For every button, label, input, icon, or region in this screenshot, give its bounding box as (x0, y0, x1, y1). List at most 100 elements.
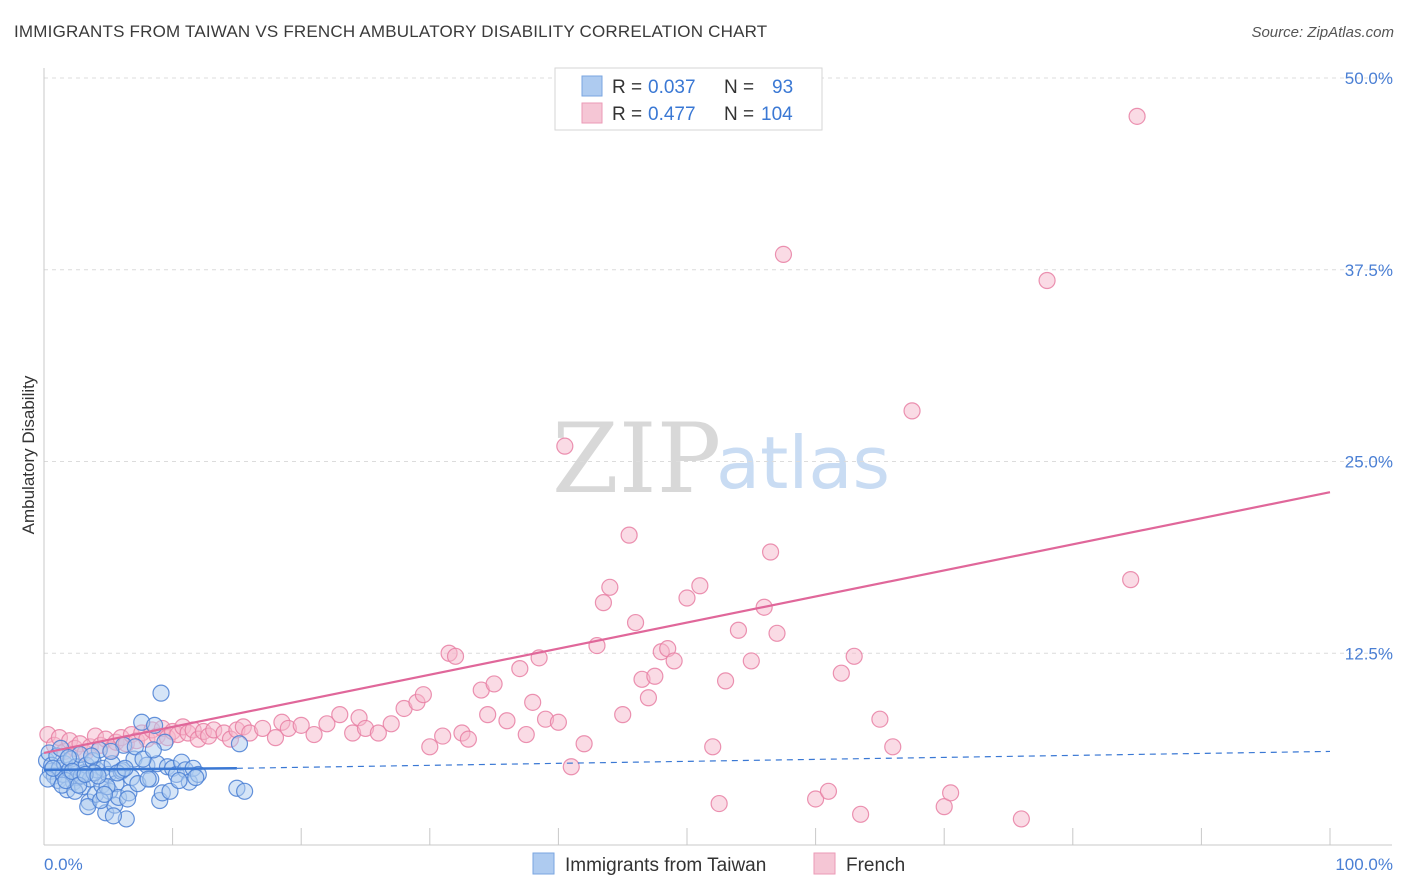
point-french-45 (331, 706, 349, 724)
trend-taiwan-solid (43, 767, 237, 772)
point-taiwan-61 (236, 782, 254, 800)
chart-title: IMMIGRANTS FROM TAIWAN VS FRENCH AMBULAT… (14, 22, 768, 41)
point-taiwan-60 (230, 735, 249, 753)
point-french-100 (852, 805, 870, 823)
point-french-89 (716, 672, 735, 690)
point-french-44 (318, 715, 336, 733)
point-taiwan-87 (82, 747, 101, 765)
trend-lines (43, 491, 1331, 772)
point-french-54 (421, 738, 439, 756)
y-tick-label-0: 12.5% (1345, 644, 1393, 663)
point-french-50 (382, 715, 400, 733)
point-french-93 (761, 543, 780, 561)
point-french-88 (710, 794, 728, 813)
point-taiwan-75 (126, 738, 144, 756)
chart-source: Source: ZipAtlas.com (1251, 24, 1394, 41)
series-taiwan-points (37, 684, 254, 828)
point-french-94 (768, 624, 786, 642)
point-taiwan-72 (104, 807, 123, 825)
x-ticks (172, 828, 1331, 845)
point-french-72 (575, 735, 593, 753)
legend-n-value-taiwan: 93 (772, 77, 793, 98)
point-french-98 (832, 664, 850, 682)
y-tick-labels: 12.5% 25.0% 37.5% 50.0% (1345, 69, 1393, 663)
point-french-66 (524, 693, 542, 711)
point-taiwan-77 (139, 770, 157, 788)
axes (43, 68, 1392, 846)
bottom-legend-label-taiwan: Immigrants from Taiwan (565, 855, 766, 876)
legend-n-label-french: N = (724, 104, 754, 125)
series-legend: Immigrants from Taiwan French (532, 852, 905, 876)
point-taiwan-90 (102, 742, 120, 761)
point-french-49 (369, 724, 387, 742)
point-french-62 (485, 675, 503, 693)
point-french-42 (292, 716, 310, 734)
point-french-39 (266, 729, 285, 747)
point-french-57 (446, 647, 465, 665)
trend-french (43, 491, 1331, 755)
bottom-legend-swatch-taiwan (532, 852, 555, 875)
point-french-97 (819, 782, 838, 800)
point-taiwan-78 (144, 741, 162, 759)
point-french-101 (871, 710, 889, 728)
point-french-96 (806, 790, 825, 808)
legend-n-value-french: 104 (761, 104, 793, 125)
legend-swatch-french (581, 102, 603, 124)
point-french-64 (511, 659, 529, 678)
legend-r-label-french: R = (612, 104, 642, 125)
point-french-105 (942, 784, 960, 802)
point-french-86 (691, 577, 709, 595)
point-french-55 (434, 727, 452, 745)
correlation-legend: R = 0.037 N = 93 R = 0.477 N = 104 (554, 67, 823, 131)
legend-r-value-taiwan: 0.037 (648, 77, 696, 98)
legend-r-value-french: 0.477 (648, 104, 696, 125)
point-taiwan-88 (89, 767, 107, 785)
point-taiwan-74 (118, 790, 137, 808)
y-tick-label-1: 25.0% (1345, 453, 1393, 472)
point-taiwan-63 (44, 759, 62, 777)
point-french-59 (459, 730, 477, 748)
point-french-107 (1038, 271, 1056, 290)
point-french-104 (935, 798, 953, 816)
x-tick-label-min: 0.0% (44, 855, 83, 874)
legend-r-label-taiwan: R = (612, 77, 642, 98)
bottom-legend-swatch-french (813, 852, 836, 875)
point-french-102 (884, 738, 902, 756)
point-french-103 (903, 402, 921, 420)
point-taiwan-89 (95, 785, 114, 803)
watermark-zip: ZIP (552, 403, 721, 515)
point-taiwan-81 (170, 771, 188, 790)
watermark: ZIP atlas (552, 403, 890, 515)
trend-taiwan-dashed (236, 750, 1331, 769)
point-french-78 (626, 613, 645, 632)
series-french-points (39, 107, 1146, 828)
point-french-109 (1128, 107, 1146, 125)
point-french-95 (774, 245, 793, 264)
point-french-91 (742, 652, 760, 670)
point-french-75 (601, 578, 619, 596)
point-french-76 (614, 706, 632, 724)
point-french-74 (594, 594, 613, 612)
point-taiwan-82 (187, 768, 205, 787)
legend-n-label-taiwan: N = (724, 77, 754, 98)
point-french-65 (517, 725, 535, 744)
point-french-61 (479, 706, 497, 724)
point-french-43 (305, 725, 323, 744)
legend-swatch-taiwan (581, 75, 603, 97)
watermark-atlas: atlas (716, 421, 890, 505)
point-french-63 (498, 712, 516, 730)
point-french-53 (414, 686, 432, 704)
y-axis-label: Ambulatory Disability (19, 375, 38, 534)
bottom-legend-label-french: French (846, 855, 905, 876)
point-french-38 (254, 719, 272, 738)
point-french-71 (562, 758, 580, 776)
point-french-87 (704, 738, 722, 756)
point-taiwan-79 (152, 684, 170, 702)
point-french-106 (1012, 810, 1030, 828)
y-tick-label-3: 50.0% (1345, 69, 1393, 88)
point-french-108 (1122, 571, 1140, 589)
x-tick-label-max: 100.0% (1335, 855, 1393, 874)
point-french-90 (729, 621, 748, 639)
point-french-69 (549, 713, 568, 731)
